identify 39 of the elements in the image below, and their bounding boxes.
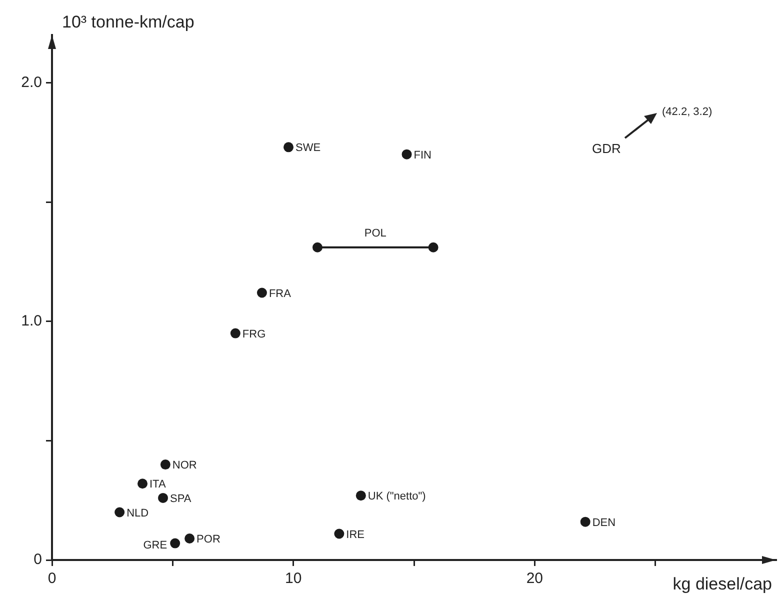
annotation: NOR <box>172 460 197 472</box>
annotation: SWE <box>296 142 321 154</box>
point <box>284 142 294 152</box>
x-tick-label: 20 <box>526 570 544 588</box>
x-tick-label: 0 <box>48 570 56 588</box>
annotation: FRA <box>268 288 292 300</box>
annotation: DEN <box>592 516 616 529</box>
annotation: FRG <box>242 328 266 340</box>
point <box>160 460 170 470</box>
x-axis-title: kg diesel/cap <box>672 574 772 594</box>
x-tick-label: 10 <box>284 570 302 588</box>
y-axis-title: 10³ tonne-km/cap <box>62 12 194 32</box>
point <box>356 490 366 501</box>
annotation: ITA <box>150 478 166 491</box>
point <box>312 242 322 252</box>
point <box>334 528 344 539</box>
point <box>138 478 148 489</box>
annotation: (42.2, 3.2) <box>662 106 712 118</box>
point <box>402 149 412 160</box>
annotation: POL <box>364 227 386 240</box>
annotation: GDR <box>592 141 621 156</box>
point <box>230 328 240 338</box>
annotation: IRE <box>346 528 365 541</box>
point <box>428 242 438 252</box>
annotation: SPA <box>170 492 192 505</box>
annotation: FIN <box>414 149 432 162</box>
annotation: UK ("netto") <box>368 490 426 503</box>
point <box>158 492 168 503</box>
annotation: NLD <box>126 507 149 520</box>
point <box>184 534 195 544</box>
point <box>256 288 267 298</box>
point <box>114 507 125 518</box>
y-tick-label: 2.0 <box>21 74 42 91</box>
y-tick-label: 1.0 <box>21 312 42 330</box>
annotation: POR <box>196 534 220 546</box>
y-tick-label: 0 <box>34 551 42 568</box>
annotation: GRE <box>143 539 168 552</box>
point <box>580 516 590 527</box>
point <box>170 538 180 548</box>
